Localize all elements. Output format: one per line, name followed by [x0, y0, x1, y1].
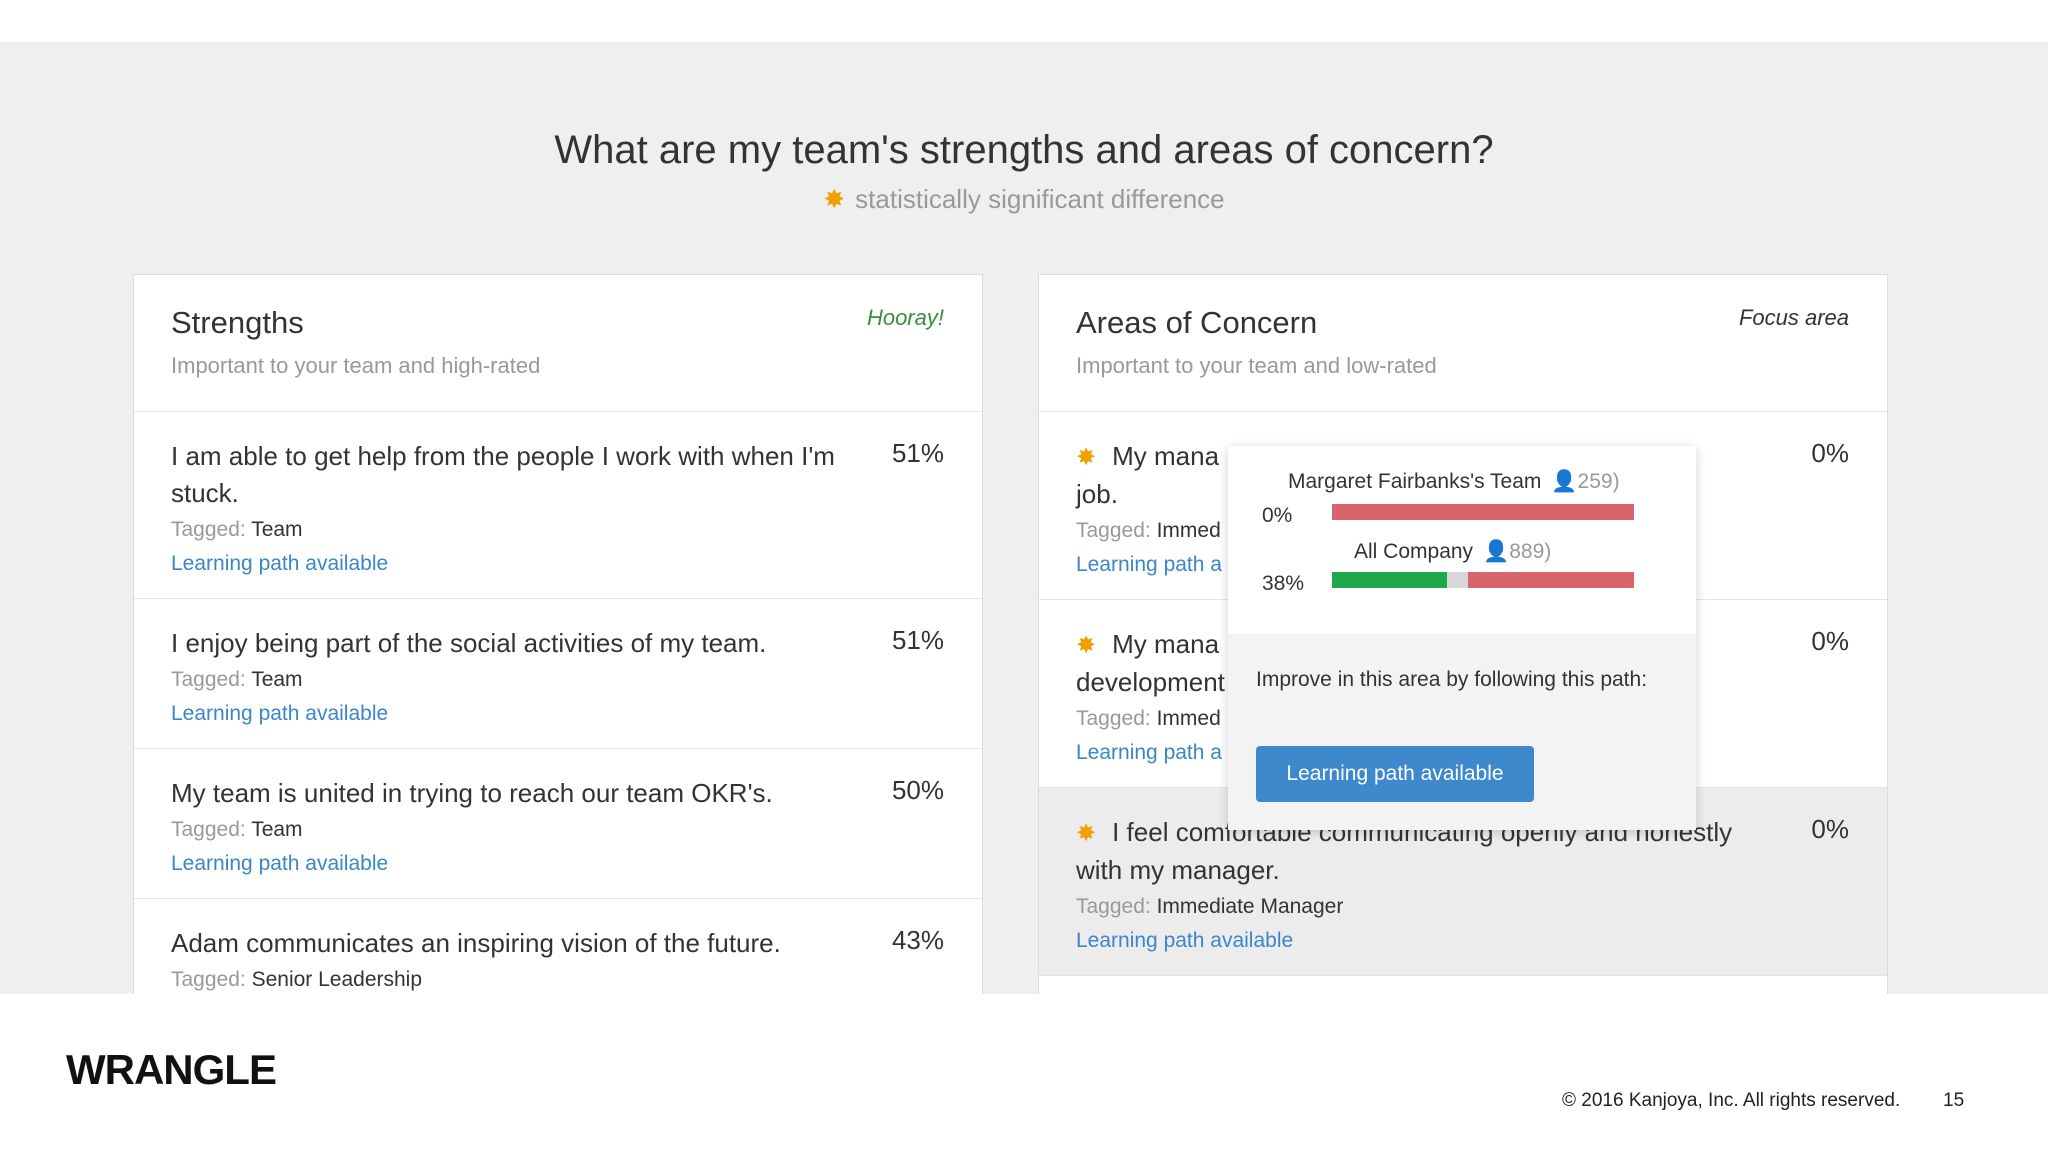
neutral-segment: [1446, 572, 1468, 588]
team-count: 👤259): [1551, 470, 1620, 493]
team-percent: 0%: [1262, 504, 1293, 527]
item-text-line2: development: [1076, 667, 1225, 697]
person-icon: 👤: [1551, 470, 1578, 493]
tagged-value: Team: [251, 818, 303, 841]
company-count-value: 889: [1509, 540, 1545, 563]
list-item: Adam communicates an inspiring vision of…: [134, 899, 982, 994]
strengths-panel: Strengths Important to your team and hig…: [133, 274, 983, 994]
star-icon: ✸: [1076, 444, 1097, 471]
concerns-panel: Areas of Concern Important to your team …: [1038, 274, 1888, 994]
concerns-tag: Focus area: [1738, 305, 1849, 330]
concerns-header: Areas of Concern Important to your team …: [1039, 275, 1887, 412]
learning-path-button[interactable]: Learning path available: [1256, 746, 1534, 802]
item-tag: Tagged: Immediate Manager: [1076, 895, 1777, 919]
team-count-value: 259: [1577, 470, 1613, 493]
team-bar: [1332, 504, 1634, 520]
item-text: ✸ My mana development: [1076, 626, 1777, 701]
concerns-title: Areas of Concern: [1076, 305, 1318, 340]
item-text-line2: job.: [1076, 479, 1118, 509]
company-label: All Company 👤889): [1354, 540, 1551, 564]
item-percent: 51%: [891, 625, 944, 655]
slide-stage: What are my team's strengths and areas o…: [0, 42, 2048, 994]
item-tag: Tagged: Team: [171, 668, 872, 692]
company-name: All Company: [1354, 540, 1474, 563]
improve-text: Improve in this area by following this p…: [1256, 668, 1648, 691]
company-bar: [1332, 572, 1634, 588]
list-item: I enjoy being part of the social activit…: [134, 599, 982, 749]
legend: ✸ statistically significant difference: [0, 184, 2048, 215]
person-icon: 👤: [1483, 540, 1510, 563]
item-percent: 0%: [1811, 814, 1849, 844]
copyright: © 2016 Kanjoya, Inc. All rights reserved…: [1562, 1090, 1901, 1111]
learning-path-link[interactable]: Learning path a: [1076, 741, 1222, 764]
list-item: My team is united in trying to reach our…: [134, 749, 982, 899]
legend-text: statistically significant difference: [855, 184, 1225, 214]
tagged-value: Team: [251, 518, 303, 541]
star-icon: ✸: [1076, 632, 1097, 659]
learning-path-link[interactable]: Learning path available: [171, 702, 389, 725]
learning-path-link[interactable]: Learning path available: [171, 552, 389, 575]
tagged-value: Immediate Manager: [1156, 895, 1344, 918]
item-percent: 0%: [1811, 438, 1849, 468]
concerns-subtitle: Important to your team and low-rated: [1076, 353, 1437, 378]
team-name: Margaret Fairbanks's Team: [1288, 470, 1542, 493]
item-text: Adam communicates an inspiring vision of…: [171, 928, 781, 958]
favorable-segment: [1332, 572, 1447, 588]
item-text-line1: My mana: [1112, 629, 1220, 659]
tagged-label: Tagged:: [171, 818, 246, 841]
tagged-label: Tagged:: [171, 968, 246, 991]
learning-path-link[interactable]: Learning path a: [1076, 553, 1222, 576]
item-tag: Tagged: Immed: [1076, 707, 1777, 731]
item-tag: Tagged: Team: [171, 818, 872, 842]
company-percent: 38%: [1262, 572, 1305, 595]
tagged-value: Immed: [1156, 707, 1221, 730]
item-percent: 51%: [891, 438, 944, 468]
list-item: I am able to get help from the people I …: [134, 412, 982, 599]
tagged-label: Tagged:: [171, 668, 246, 691]
page-number: 15: [1943, 1090, 1965, 1111]
item-tag: Tagged: Immed: [1076, 519, 1777, 543]
strengths-tag: Hooray!: [866, 305, 944, 330]
item-percent: 0%: [1811, 626, 1849, 656]
comparison-popover: Margaret Fairbanks's Team 👤259) 0% All Co…: [1228, 446, 1696, 830]
strengths-header: Strengths Important to your team and hig…: [134, 275, 982, 412]
team-label: Margaret Fairbanks's Team 👤259): [1288, 470, 1620, 494]
star-icon: ✸: [1076, 820, 1097, 847]
tagged-label: Tagged:: [171, 518, 246, 541]
learning-path-link[interactable]: Learning path available: [171, 852, 389, 875]
item-tag: Tagged: Senior Leadership: [171, 968, 872, 992]
tagged-value: Senior Leadership: [251, 968, 423, 991]
unfavorable-segment: [1332, 504, 1634, 520]
wrangle-logo: WRANGLE: [66, 1046, 277, 1093]
unfavorable-segment: [1467, 572, 1634, 588]
tagged-label: Tagged:: [1076, 895, 1151, 918]
tagged-label: Tagged:: [1076, 519, 1151, 542]
strengths-subtitle: Important to your team and high-rated: [171, 353, 541, 378]
star-icon: ✸: [823, 184, 846, 214]
item-text: I am able to get help from the people I …: [171, 441, 835, 508]
item-percent: 50%: [891, 775, 944, 805]
item-percent: 43%: [891, 925, 944, 955]
tagged-label: Tagged:: [1076, 707, 1151, 730]
item-text: ✸ My mana job.: [1076, 438, 1777, 513]
tagged-value: Immed: [1156, 519, 1221, 542]
item-text-line1: My mana: [1112, 441, 1220, 471]
page-title: What are my team's strengths and areas o…: [554, 128, 1494, 172]
learning-path-link[interactable]: Learning path available: [1076, 929, 1294, 952]
strengths-title: Strengths: [171, 305, 304, 340]
popover-comparison: Margaret Fairbanks's Team 👤259) 0% All Co…: [1228, 446, 1696, 634]
company-count: 👤889): [1483, 540, 1552, 563]
item-text: My team is united in trying to reach our…: [171, 778, 773, 808]
tagged-value: Team: [251, 668, 303, 691]
item-text: I enjoy being part of the social activit…: [171, 628, 767, 658]
item-tag: Tagged: Team: [171, 518, 872, 542]
